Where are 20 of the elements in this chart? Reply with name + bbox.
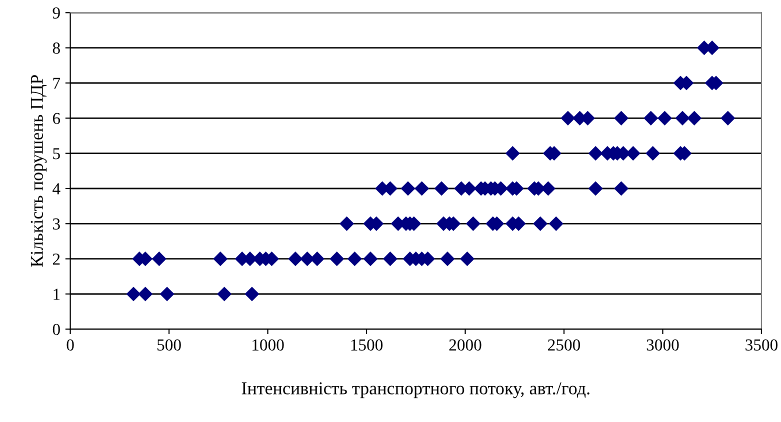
x-tick-label: 2000 (449, 339, 482, 351)
x-tick-label: 2500 (548, 339, 580, 351)
x-tick-label: 3000 (646, 339, 679, 351)
y-tick-label: 2 (52, 254, 60, 265)
x-tick-label: 500 (158, 339, 181, 351)
y-tick-label: 3 (53, 218, 60, 230)
y-tick-label: 6 (52, 112, 60, 124)
x-tick-label: 1000 (252, 339, 284, 351)
y-tick-label: 4 (52, 183, 60, 194)
y-tick-label: 8 (52, 42, 60, 54)
y-tick-label: 7 (53, 78, 60, 89)
y-axis-title: Кількість порушень ПДР (30, 75, 47, 267)
x-tick-label: 0 (66, 339, 74, 351)
x-tick-label: 3500 (746, 339, 778, 351)
y-tick-label: 5 (53, 148, 60, 160)
y-tick-label: 0 (52, 324, 60, 336)
x-axis-title: Інтенсивність транспортного потоку, авт./год. (242, 382, 590, 398)
y-tick-label: 9 (52, 7, 60, 19)
y-tick-label: 1 (54, 288, 60, 300)
x-tick-label: 1500 (351, 339, 383, 351)
